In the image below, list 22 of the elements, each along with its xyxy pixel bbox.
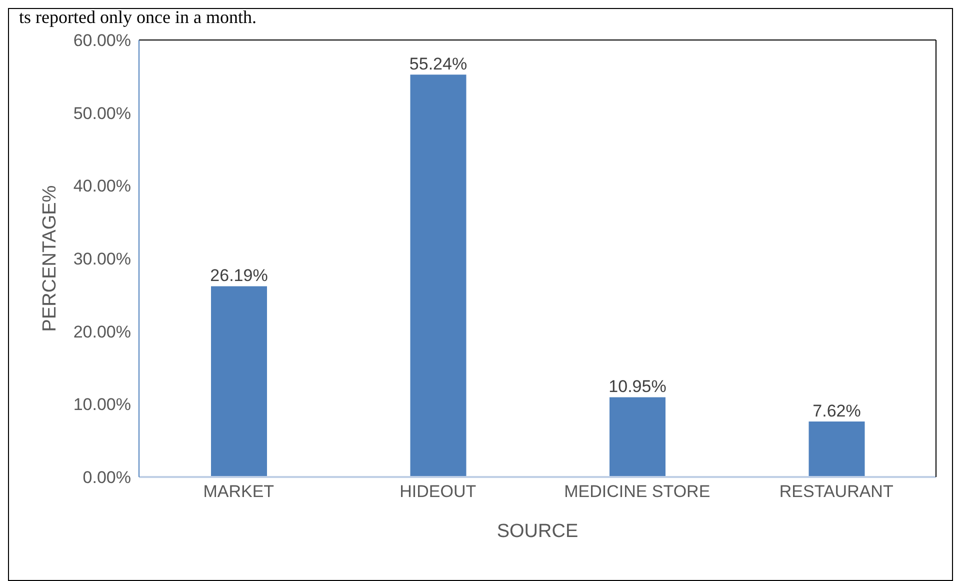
bar xyxy=(808,422,865,477)
x-tick-label: MEDICINE STORE xyxy=(564,482,710,502)
y-tick-label: 60.00% xyxy=(73,31,131,50)
y-tick-label: 40.00% xyxy=(73,176,131,196)
data-label: 7.62% xyxy=(812,402,861,420)
bar xyxy=(610,397,666,477)
y-tick-label: 30.00% xyxy=(73,250,131,269)
x-axis-title: SOURCE xyxy=(496,521,578,542)
y-tick-label: 0.00% xyxy=(82,468,131,488)
x-tick-label: HIDEOUT xyxy=(400,482,476,502)
y-tick-label: 10.00% xyxy=(73,395,131,414)
bar xyxy=(410,74,466,477)
text: ts reported only once in a month. xyxy=(19,7,256,28)
bar xyxy=(211,286,267,477)
y-tick-label: 50.00% xyxy=(73,104,131,123)
y-tick-label: 20.00% xyxy=(73,322,131,342)
data-label: 26.19% xyxy=(210,266,268,286)
data-label: 55.24% xyxy=(409,54,468,74)
data-label: 10.95% xyxy=(608,377,666,396)
y-axis-title: PERCENTAGE% xyxy=(40,185,61,332)
x-tick-label: MARKET xyxy=(203,482,274,502)
x-tick-label: RESTAURANT xyxy=(779,482,894,502)
